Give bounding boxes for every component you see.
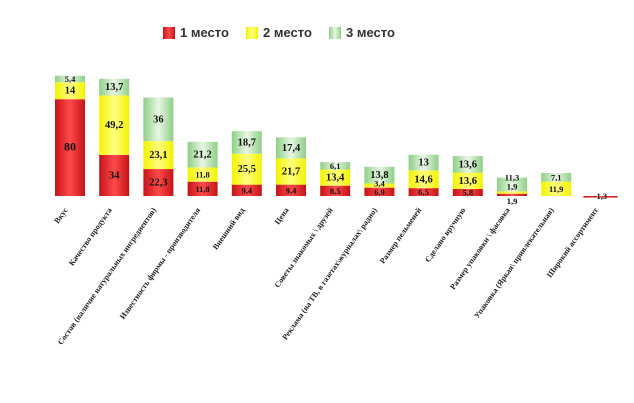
chart-legend: 1 место 2 место 3 место (163, 25, 395, 40)
bar-segment-6-series-3 (276, 137, 306, 159)
category-label-10: Сделано вручную (423, 206, 467, 264)
value-label-11-series-3: 11,3 (505, 173, 519, 183)
bar-segment-10-series-1 (452, 189, 483, 196)
bar-segment-7-series-2 (320, 169, 351, 186)
category-label-4: Известность фирмы - производителя (118, 205, 203, 320)
value-label-8-series-2: 3,4 (374, 179, 385, 189)
category-label-1: Вкус (52, 206, 69, 226)
bar-segment-12-series-2 (541, 181, 572, 196)
value-label-6-series-3: 17,4 (282, 143, 301, 154)
value-label-3-series-1: 22,3 (149, 178, 167, 189)
value-label-11-series-2: 1,9 (507, 181, 518, 191)
value-label-6-series-2: 21,7 (282, 167, 300, 178)
category-label-12: Упаковка (Яркая\ привлекательная) (472, 206, 556, 320)
bar-segment-6-series-2 (276, 158, 306, 185)
value-label-3-series-2: 23,1 (149, 150, 167, 161)
value-labels-layer: 80 14 5,4 34 49,2 13,7 22,3 23,1 36 11,8 11,8 21,2 9… (64, 74, 607, 206)
value-label-12-series-3: 7,1 (551, 172, 562, 182)
value-label-10-series-2: 13,6 (459, 176, 477, 187)
value-label-4-series-2: 11,8 (195, 170, 209, 180)
value-label-5-series-3: 18,7 (238, 138, 256, 149)
bar-segment-13-series-1 (583, 196, 618, 198)
value-label-7-series-3: 6,1 (330, 161, 341, 171)
value-label-9-series-1: 6,5 (418, 187, 429, 197)
bar-segment-7-series-3 (320, 162, 351, 170)
value-label-5-series-1: 9,4 (241, 185, 252, 195)
bar-segment-4-series-2 (187, 167, 218, 182)
value-label-5-series-2: 25,5 (238, 164, 256, 175)
value-label-13-series-1: -1,3 (594, 191, 607, 201)
bar-segment-11-series-1 (497, 193, 527, 196)
value-label-11-series-1: 1,9 (507, 196, 518, 206)
legend-item-series-2: 2 место (246, 25, 312, 40)
category-label-6: Цена (273, 206, 291, 226)
bar-segment-8-series-2 (364, 183, 395, 188)
bar-segment-12-series-3 (541, 173, 572, 182)
value-label-6-series-1: 9,4 (286, 185, 297, 195)
legend-label-series-2: 2 место (263, 25, 312, 40)
legend-swatch-series-2 (246, 27, 258, 39)
value-label-3-series-3: 36 (153, 114, 164, 125)
value-label-7-series-2: 13,4 (326, 173, 345, 184)
value-label-7-series-1: 8,5 (330, 186, 341, 196)
category-label-2: Качество продукта (67, 206, 114, 268)
bar-segment-7-series-1 (320, 185, 351, 196)
value-label-10-series-3: 13,6 (459, 159, 477, 170)
bar-segment-5-series-3 (231, 131, 262, 154)
bar-segment-11-series-2 (497, 191, 527, 194)
value-label-4-series-1: 11,8 (195, 184, 209, 194)
bar-segment-2-series-3 (99, 78, 130, 96)
bar-segment-1-series-3 (55, 75, 85, 83)
value-label-8-series-1: 6,9 (374, 187, 385, 197)
value-label-10-series-1: 5,8 (462, 188, 473, 198)
bar-segment-3-series-3 (143, 97, 174, 142)
bar-segment-9-series-2 (408, 170, 439, 189)
bar-segment-2-series-1 (99, 154, 130, 196)
bar-segment-8-series-3 (364, 166, 395, 184)
bar-segment-6-series-1 (276, 184, 306, 196)
legend-label-series-1: 1 место (180, 25, 229, 40)
value-label-1-series-3: 5,4 (65, 74, 76, 84)
bar-segment-3-series-2 (143, 141, 174, 170)
legend-item-series-1: 1 место (163, 25, 229, 40)
bar-segment-9-series-3 (408, 154, 439, 171)
category-label-3: Состав (наличие натуральных ингредиентов… (56, 206, 158, 347)
bar-segment-9-series-1 (408, 188, 439, 196)
bar-segment-11-series-3 (497, 177, 527, 192)
category-label-8: Реклама (на ТВ, в газетах\журналах\ ради… (280, 206, 379, 342)
value-label-4-series-3: 21,2 (193, 150, 211, 161)
value-label-2-series-2: 49,2 (105, 120, 123, 131)
category-label-5: Внешний вид (211, 206, 247, 251)
value-label-1-series-2: 14 (65, 86, 76, 97)
value-label-8-series-3: 13,8 (370, 170, 388, 181)
legend-item-series-3: 3 место (329, 25, 395, 40)
bar-segment-4-series-1 (187, 181, 218, 196)
bar-segment-10-series-2 (452, 172, 483, 189)
value-label-9-series-3: 13 (418, 158, 429, 169)
value-label-12-series-2: 11,9 (549, 184, 563, 194)
bar-segment-4-series-3 (187, 141, 218, 168)
legend-swatch-series-3 (329, 27, 341, 39)
bar-segment-8-series-1 (364, 187, 395, 196)
bar-segment-10-series-3 (452, 156, 483, 173)
bar-segment-5-series-1 (231, 184, 262, 196)
bar-segment-3-series-1 (143, 169, 174, 196)
value-label-2-series-1: 34 (109, 170, 120, 181)
bars-layer (55, 75, 618, 198)
bar-segment-1-series-1 (55, 99, 85, 196)
legend-swatch-series-1 (163, 27, 175, 39)
category-label-13: Широкий ассортимент (545, 206, 600, 279)
category-label-9: Размер пельменей (378, 206, 424, 266)
value-label-1-series-1: 80 (64, 140, 76, 154)
bar-segment-2-series-2 (99, 95, 130, 155)
value-label-9-series-2: 14,6 (414, 174, 432, 185)
legend-label-series-3: 3 место (346, 25, 395, 40)
bar-segment-1-series-2 (55, 82, 85, 100)
bar-segment-5-series-2 (231, 153, 262, 185)
value-label-2-series-3: 13,7 (105, 82, 123, 93)
